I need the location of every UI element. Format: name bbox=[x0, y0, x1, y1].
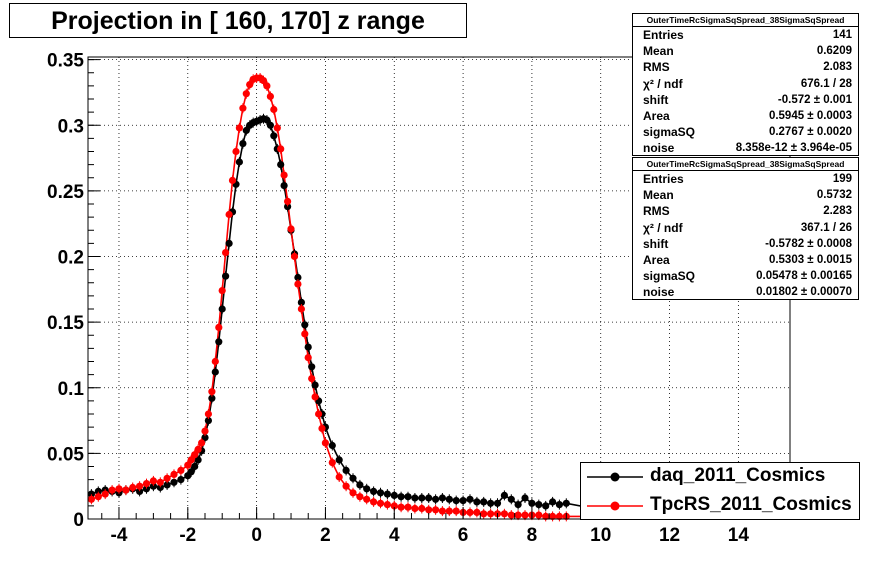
stats-label: RMS bbox=[643, 204, 670, 219]
stats-value: 0.05478 ± 0.00165 bbox=[756, 270, 852, 283]
stats-row: Area 0.5303 ± 0.0015 bbox=[633, 252, 858, 268]
stats-row: RMS 2.083 bbox=[633, 59, 858, 75]
legend-label-daq: daq_2011_Cosmics bbox=[650, 465, 826, 486]
stats-row: Area 0.5945 ± 0.0003 bbox=[633, 108, 858, 124]
fit-curves bbox=[91, 77, 677, 519]
stats-box-daq: OuterTimeRcSigmaSqSpread_38SigmaSqSpread… bbox=[632, 13, 859, 156]
legend: daq_2011_Cosmics TpcRS_2011_Cosmics bbox=[580, 462, 860, 520]
stats-value: 0.5732 bbox=[816, 189, 852, 202]
stats-row: shift -0.572 ± 0.001 bbox=[633, 92, 858, 108]
stats-label: shift bbox=[643, 236, 669, 251]
x-tick-label: 14 bbox=[728, 525, 750, 546]
stats-rows: Entries 141 Mean 0.6209 RMS 2.083 χ² / ndf 676.… bbox=[633, 27, 858, 157]
legend-marker-daq bbox=[587, 472, 643, 482]
chart-title: Projection in [ 160, 170] z range bbox=[51, 7, 425, 35]
stats-row: shift -0.5782 ± 0.0008 bbox=[633, 236, 858, 252]
stats-value: -0.5782 ± 0.0008 bbox=[765, 237, 852, 250]
stats-row: Mean 0.5732 bbox=[633, 187, 858, 203]
stats-label: χ² / ndf bbox=[643, 76, 683, 91]
stats-label: Area bbox=[643, 252, 670, 267]
legend-label-tpcrs: TpcRS_2011_Cosmics bbox=[650, 494, 852, 515]
stats-value: 0.5945 ± 0.0003 bbox=[768, 109, 852, 122]
stats-label: Entries bbox=[643, 28, 684, 42]
y-tick-label: 0.15 bbox=[47, 313, 84, 334]
stats-box-tpcrs: OuterTimeRcSigmaSqSpread_38SigmaSqSpread… bbox=[632, 157, 859, 300]
stats-value: 0.01802 ± 0.00070 bbox=[756, 286, 852, 299]
legend-entry-tpcrs: TpcRS_2011_Cosmics bbox=[581, 492, 861, 520]
x-tick-label: 12 bbox=[659, 525, 680, 546]
stats-row: RMS 2.283 bbox=[633, 203, 858, 219]
x-tick-label: -2 bbox=[179, 525, 196, 546]
stats-label: sigmaSQ bbox=[643, 269, 696, 284]
stats-value: 141 bbox=[832, 29, 852, 41]
stats-value: 8.358e-12 ± 3.964e-05 bbox=[735, 142, 852, 155]
chart-title-box: Projection in [ 160, 170] z range bbox=[9, 3, 467, 38]
y-tick-label: 0.35 bbox=[47, 51, 84, 72]
y-tick-label: 0.3 bbox=[58, 116, 84, 137]
stats-rows: Entries 199 Mean 0.5732 RMS 2.283 χ² / ndf 367.… bbox=[633, 171, 858, 301]
x-tick-label: -4 bbox=[111, 525, 128, 546]
stats-row: χ² / ndf 676.1 / 28 bbox=[633, 76, 858, 92]
stats-value: -0.572 ± 0.001 bbox=[777, 93, 852, 106]
stats-value: 199 bbox=[832, 173, 852, 185]
stats-row: Mean 0.6209 bbox=[633, 43, 858, 59]
stats-label: Entries bbox=[643, 172, 684, 186]
x-tick-label: 0 bbox=[251, 525, 262, 546]
stats-label: χ² / ndf bbox=[643, 220, 683, 235]
stats-value: 2.083 bbox=[823, 61, 852, 74]
stats-row: sigmaSQ 0.05478 ± 0.00165 bbox=[633, 268, 858, 284]
stats-row: sigmaSQ 0.2767 ± 0.0020 bbox=[633, 124, 858, 140]
x-axis-ticks: -4 -2 0 2 4 6 8 10 12 14 bbox=[101, 507, 791, 546]
stats-value: 0.2767 ± 0.0020 bbox=[768, 126, 852, 139]
stats-label: Mean bbox=[643, 44, 674, 59]
fit-curve-daq bbox=[91, 117, 677, 509]
stats-box-title: OuterTimeRcSigmaSqSpread_38SigmaSqSpread bbox=[633, 14, 858, 27]
x-tick-label: 4 bbox=[389, 525, 400, 546]
stats-value: 676.1 / 28 bbox=[800, 77, 852, 90]
stats-value: 0.6209 bbox=[816, 45, 852, 58]
stats-label: shift bbox=[643, 92, 669, 107]
stats-row: Entries 199 bbox=[633, 171, 858, 187]
fit-curve-tpcrs bbox=[91, 77, 677, 519]
stats-value: 2.283 bbox=[823, 205, 852, 218]
x-tick-label: 2 bbox=[320, 525, 331, 546]
stats-row: χ² / ndf 367.1 / 26 bbox=[633, 220, 858, 236]
legend-marker-tpcrs bbox=[587, 501, 643, 511]
y-tick-label: 0.05 bbox=[47, 444, 84, 465]
legend-entry-daq: daq_2011_Cosmics bbox=[581, 463, 861, 491]
stats-value: 367.1 / 26 bbox=[800, 221, 852, 234]
y-tick-label: 0.1 bbox=[58, 379, 85, 400]
stats-box-title: OuterTimeRcSigmaSqSpread_38SigmaSqSpread bbox=[633, 158, 858, 171]
x-tick-label: 6 bbox=[458, 525, 469, 546]
stats-label: RMS bbox=[643, 60, 670, 75]
stats-label: sigmaSQ bbox=[643, 125, 696, 140]
y-tick-label: 0.2 bbox=[58, 248, 84, 269]
x-tick-label: 10 bbox=[590, 525, 611, 546]
stats-value: 0.5303 ± 0.0015 bbox=[768, 253, 852, 266]
y-axis-ticks: 0 0.05 0.1 0.15 0.2 0.25 0.3 0.35 bbox=[47, 51, 100, 531]
stats-label: Mean bbox=[643, 188, 674, 203]
x-tick-label: 8 bbox=[527, 525, 538, 546]
y-tick-label: 0 bbox=[73, 510, 84, 531]
stats-label: noise bbox=[643, 285, 675, 300]
stats-label: Area bbox=[643, 108, 670, 123]
y-tick-label: 0.25 bbox=[47, 182, 84, 203]
stats-row: noise 0.01802 ± 0.00070 bbox=[633, 284, 858, 300]
stats-row: Entries 141 bbox=[633, 27, 858, 43]
stats-label: noise bbox=[643, 141, 675, 156]
stats-row: noise 8.358e-12 ± 3.964e-05 bbox=[633, 140, 858, 156]
